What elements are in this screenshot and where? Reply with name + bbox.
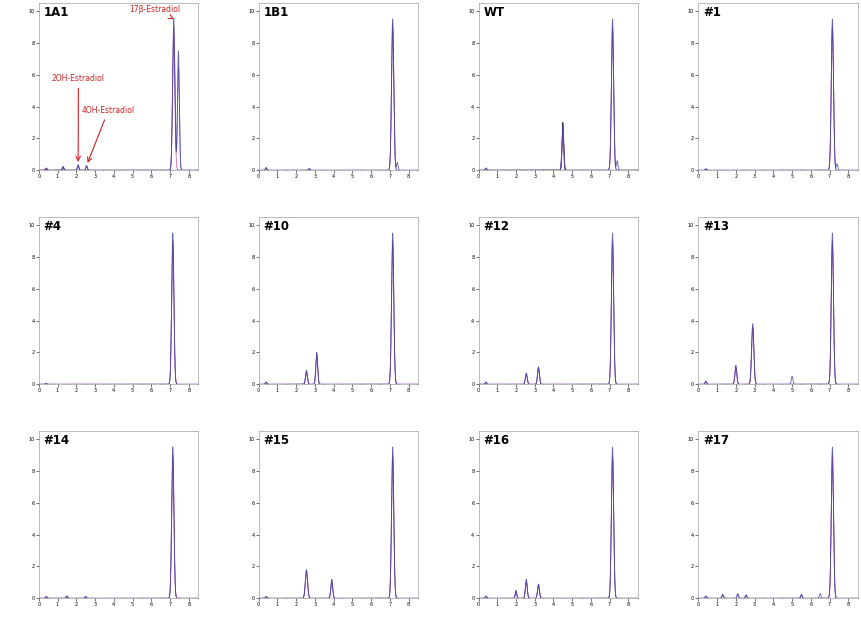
Text: #12: #12 xyxy=(483,221,509,234)
Text: #13: #13 xyxy=(703,221,728,234)
Text: WT: WT xyxy=(483,6,504,19)
Text: #17: #17 xyxy=(703,435,728,448)
Text: 1A1: 1A1 xyxy=(44,6,69,19)
Text: #10: #10 xyxy=(263,221,289,234)
Text: 4OH-Estradiol: 4OH-Estradiol xyxy=(82,105,135,162)
Text: 1B1: 1B1 xyxy=(263,6,288,19)
Text: 2OH-Estradiol: 2OH-Estradiol xyxy=(52,74,105,161)
Text: #1: #1 xyxy=(703,6,720,19)
Text: #4: #4 xyxy=(44,221,61,234)
Text: #16: #16 xyxy=(483,435,509,448)
Text: #14: #14 xyxy=(44,435,70,448)
Text: #15: #15 xyxy=(263,435,289,448)
Text: 17β-Estradiol: 17β-Estradiol xyxy=(128,5,180,19)
